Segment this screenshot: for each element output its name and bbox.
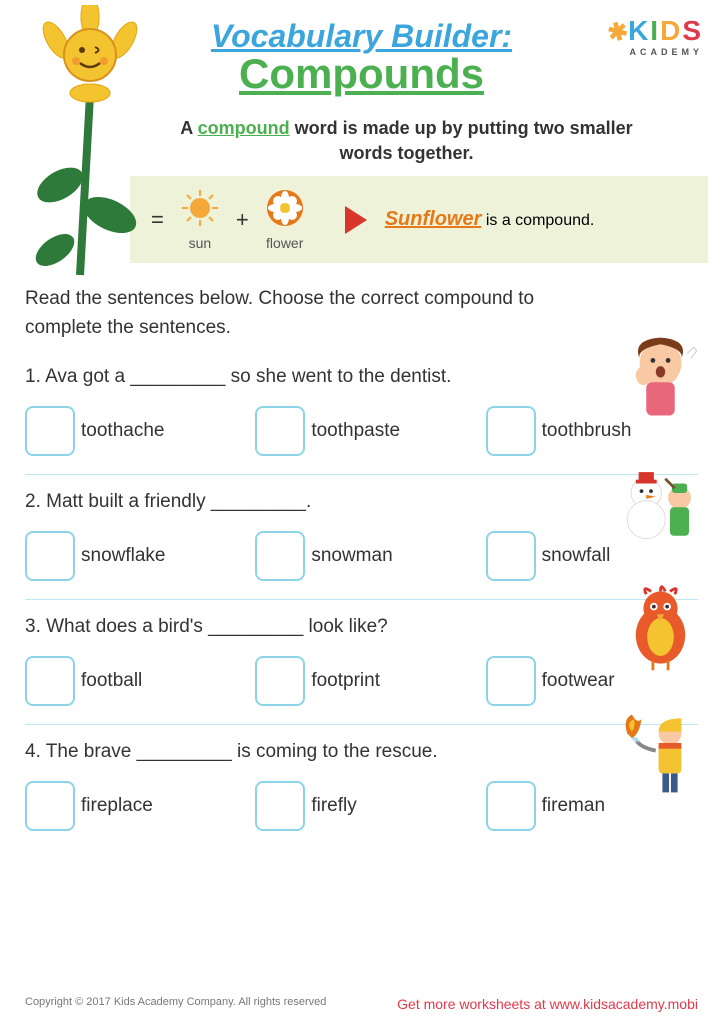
checkbox[interactable] [486, 781, 536, 831]
page-footer: Copyright © 2017 Kids Academy Company. A… [25, 996, 698, 1012]
checkbox[interactable] [486, 406, 536, 456]
brand-logo: ✱KIDS ACADEMY [608, 15, 703, 57]
footer-link: Get more worksheets at www.kidsacademy.m… [397, 996, 698, 1012]
choice-label: snowfall [542, 545, 611, 567]
choice-football: football [25, 656, 237, 706]
flower-icon-block: flower [265, 188, 305, 251]
instructions-text: Read the sentences below. Choose the cor… [25, 285, 563, 342]
choice-fireplace: fireplace [25, 781, 237, 831]
choice-toothache: toothache [25, 406, 237, 456]
def-post: word is made up by putting two smaller w… [290, 118, 633, 163]
question-1: 1. Ava got a _________ so she went to th… [25, 350, 698, 475]
fireman-icon [613, 705, 708, 800]
checkbox[interactable] [25, 531, 75, 581]
example-suffix: is a compound. [481, 212, 594, 229]
choice-snowman: snowman [255, 531, 467, 581]
choice-firefly: firefly [255, 781, 467, 831]
checkbox[interactable] [25, 656, 75, 706]
choices-row: snowflake snowman snowfall [25, 531, 698, 581]
question-3: 3. What does a bird's _________ look lik… [25, 600, 698, 725]
checkbox[interactable] [255, 531, 305, 581]
question-4: 4. The brave _________ is coming to the … [25, 725, 698, 849]
plus-sign: + [236, 207, 249, 233]
checkbox[interactable] [25, 406, 75, 456]
girl-toothache-icon [613, 330, 708, 425]
question-text: 1. Ava got a _________ so she went to th… [25, 366, 698, 388]
bird-icon [613, 580, 708, 675]
question-text: 2. Matt built a friendly _________. [25, 491, 698, 513]
sun-icon [180, 188, 220, 228]
definition-text: A compound word is made up by putting tw… [170, 116, 643, 166]
questions-container: 1. Ava got a _________ so she went to th… [0, 350, 723, 849]
choice-label: fireplace [81, 795, 153, 817]
choice-label: football [81, 670, 142, 692]
choice-label: firefly [311, 795, 356, 817]
choice-label: snowflake [81, 545, 166, 567]
snowman-kid-icon [613, 455, 708, 550]
flower-label: flower [265, 235, 305, 251]
choices-row: fireplace firefly fireman [25, 781, 698, 831]
sun-label: sun [180, 235, 220, 251]
copyright-text: Copyright © 2017 Kids Academy Company. A… [25, 996, 326, 1012]
example-bar: = sun + flower Sunflower is [130, 176, 708, 263]
choice-snowflake: snowflake [25, 531, 237, 581]
def-pre: A [180, 118, 197, 138]
question-text: 3. What does a bird's _________ look lik… [25, 616, 698, 638]
triangle-icon [345, 206, 367, 234]
choices-row: football footprint footwear [25, 656, 698, 706]
checkbox[interactable] [486, 531, 536, 581]
choice-label: footprint [311, 670, 380, 692]
choice-label: snowman [311, 545, 392, 567]
sun-icon-block: sun [180, 188, 220, 251]
logo-subtext: ACADEMY [608, 47, 703, 57]
page-title: Vocabulary Builder: Compounds [100, 0, 623, 98]
checkbox[interactable] [255, 781, 305, 831]
checkbox[interactable] [255, 406, 305, 456]
question-2: 2. Matt built a friendly _________.snowf… [25, 475, 698, 600]
example-word: Sunflower [385, 208, 482, 230]
checkbox[interactable] [25, 781, 75, 831]
question-text: 4. The brave _________ is coming to the … [25, 741, 698, 763]
choice-label: toothpaste [311, 420, 400, 442]
checkbox[interactable] [255, 656, 305, 706]
flower-icon [265, 188, 305, 228]
choice-toothpaste: toothpaste [255, 406, 467, 456]
choices-row: toothachetoothpastetoothbrush [25, 406, 698, 456]
logo-k: K [628, 15, 650, 46]
def-keyword: compound [198, 118, 290, 138]
title-line2: Compounds [100, 50, 623, 98]
checkbox[interactable] [486, 656, 536, 706]
choice-footprint: footprint [255, 656, 467, 706]
choice-label: fireman [542, 795, 605, 817]
sunflower-illustration [20, 5, 160, 285]
choice-label: toothache [81, 420, 164, 442]
choice-label: footwear [542, 670, 615, 692]
